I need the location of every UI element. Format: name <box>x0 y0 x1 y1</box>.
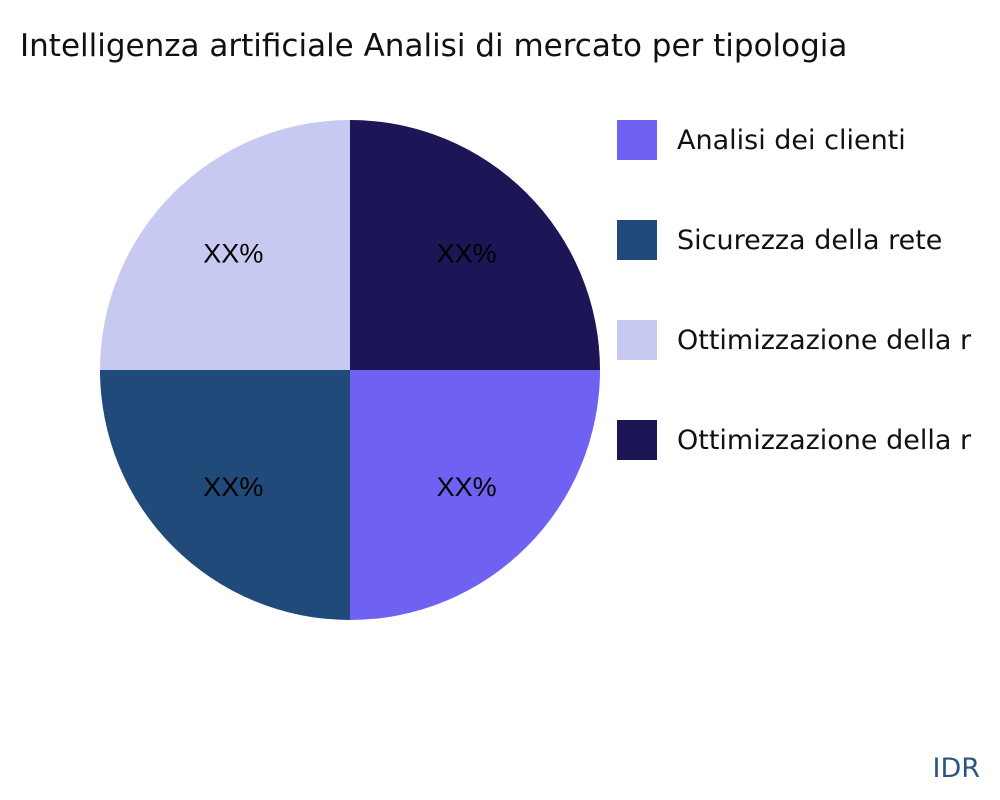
slice-label: XX% <box>437 238 497 268</box>
pie-slice <box>100 370 350 620</box>
legend-item[interactable]: Sicurezza della rete <box>617 220 942 260</box>
slice-label: XX% <box>203 472 263 502</box>
legend-label: Ottimizzazione della r <box>677 324 972 356</box>
legend-label: Sicurezza della rete <box>677 224 943 256</box>
pie-slice <box>100 120 350 370</box>
legend-item[interactable]: Ottimizzazione della r <box>617 420 971 460</box>
legend-swatch <box>617 320 657 360</box>
legend-item[interactable]: Analisi dei clienti <box>617 120 906 160</box>
legend-swatch <box>617 120 657 160</box>
pie-slice <box>350 120 600 370</box>
slice-label: XX% <box>437 472 497 502</box>
brand-logo-text: IDR <box>932 753 980 784</box>
legend-swatch <box>617 420 657 460</box>
legend-label: Analisi dei clienti <box>677 124 906 156</box>
legend-swatch <box>617 220 657 260</box>
legend-item[interactable]: Ottimizzazione della r <box>617 320 971 360</box>
legend-label: Ottimizzazione della r <box>677 424 972 456</box>
pie-slice <box>350 370 600 620</box>
chart-title: Intelligenza artificiale Analisi di merc… <box>20 28 848 64</box>
slice-label: XX% <box>203 238 263 268</box>
